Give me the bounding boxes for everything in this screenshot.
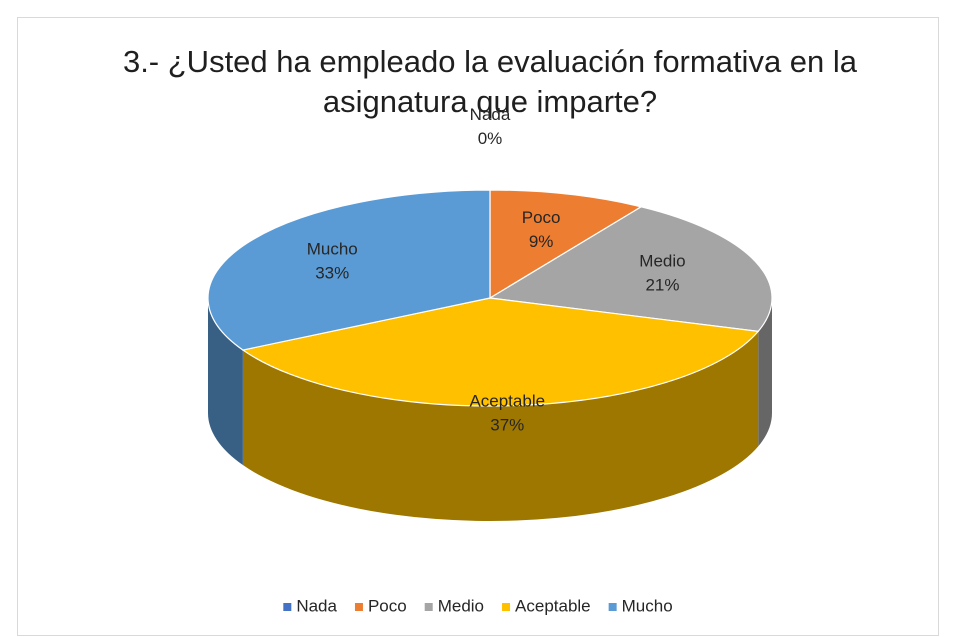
chart-frame bbox=[17, 17, 939, 636]
slice-side bbox=[242, 331, 759, 522]
slice-side bbox=[758, 298, 772, 447]
legend: Nada Poco Medio Aceptable Mucho bbox=[283, 596, 673, 615]
data-label: 37% bbox=[490, 415, 524, 434]
legend-label: Medio bbox=[438, 596, 484, 615]
data-label-category: Medio bbox=[639, 252, 685, 271]
slice bbox=[489, 189, 643, 300]
legend-marker bbox=[354, 603, 363, 611]
legend-marker bbox=[502, 603, 511, 611]
data-label: 9% bbox=[529, 232, 554, 251]
legend-label: Aceptable bbox=[515, 596, 591, 615]
slice-side bbox=[208, 298, 243, 466]
slice bbox=[241, 297, 760, 407]
legend-marker bbox=[424, 603, 433, 611]
data-label: 21% bbox=[645, 276, 679, 295]
legend-marker bbox=[608, 603, 617, 611]
slice bbox=[488, 206, 773, 333]
data-label-category: Nada bbox=[470, 105, 511, 124]
pie-sides bbox=[208, 298, 772, 522]
legend-marker bbox=[283, 603, 292, 611]
data-label-category: Mucho bbox=[307, 240, 358, 259]
data-label: 33% bbox=[315, 264, 349, 283]
data-label-category: Poco bbox=[522, 208, 561, 227]
data-label: 0% bbox=[478, 129, 503, 148]
legend-label: Nada bbox=[296, 596, 337, 615]
data-label-category: Aceptable bbox=[469, 391, 545, 410]
legend-label: Mucho bbox=[622, 596, 673, 615]
legend-label: Poco bbox=[368, 596, 407, 615]
slice bbox=[207, 189, 491, 351]
chart-title: 3.- ¿Usted ha empleado la evaluación for… bbox=[122, 44, 858, 119]
